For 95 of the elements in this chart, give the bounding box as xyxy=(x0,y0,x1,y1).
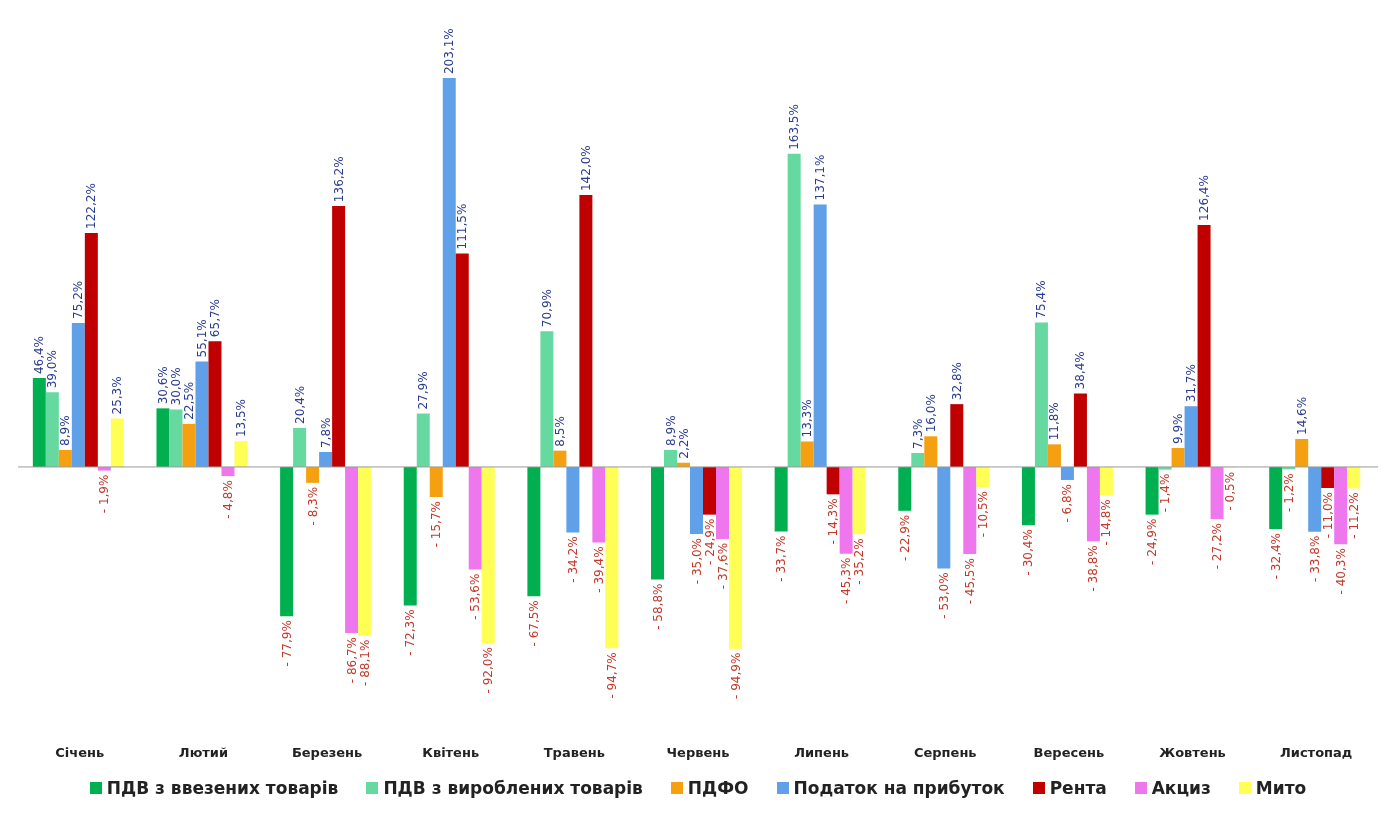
data-label: - 92,0% xyxy=(481,647,496,694)
legend-label: Податок на прибуток xyxy=(793,778,1005,798)
x-tick-label: Вересень xyxy=(1033,745,1105,761)
data-label: 13,5% xyxy=(233,398,248,438)
data-label: 9,9% xyxy=(1171,413,1186,444)
data-label: - 94,9% xyxy=(728,652,743,699)
data-label: 8,9% xyxy=(663,415,678,446)
legend-label: Акциз xyxy=(1151,778,1211,798)
data-label: 163,5% xyxy=(787,104,802,150)
data-label: - 77,9% xyxy=(279,620,294,667)
data-label: - 86,7% xyxy=(344,636,359,684)
data-label: 55,1% xyxy=(194,319,209,358)
data-label: - 0,5% xyxy=(1223,471,1238,511)
data-label: 142,0% xyxy=(578,145,593,192)
data-label: 65,7% xyxy=(207,299,222,338)
data-label: - 40,3% xyxy=(1333,548,1348,595)
data-label: 7,3% xyxy=(910,418,925,449)
data-label: - 24,9% xyxy=(702,518,717,565)
data-label: - 38,8% xyxy=(1086,545,1101,592)
data-label: - 15,7% xyxy=(429,501,444,548)
data-label: 31,7% xyxy=(1184,364,1199,403)
data-label: - 30,4% xyxy=(1021,529,1036,576)
data-label: - 58,8% xyxy=(650,583,665,630)
data-label: - 37,6% xyxy=(715,542,730,590)
data-label: 8,9% xyxy=(58,415,73,446)
x-tick-label: Червень xyxy=(666,745,730,761)
data-label: - 14,3% xyxy=(826,498,841,545)
x-tick-label: Листопад xyxy=(1280,745,1353,761)
data-label: 11,8% xyxy=(1047,402,1062,441)
data-label: 30,6% xyxy=(155,366,170,405)
data-label: - 45,3% xyxy=(839,557,854,604)
data-label: 75,4% xyxy=(1034,280,1049,319)
x-tick-label: Березень xyxy=(291,745,363,761)
data-label: - 33,7% xyxy=(774,535,789,582)
data-label: 203,1% xyxy=(442,28,457,74)
x-tick-label: Травень xyxy=(543,745,605,761)
data-label: 122,2% xyxy=(84,183,99,229)
data-label: 70,9% xyxy=(539,289,554,328)
x-tick-label: Квітень xyxy=(422,745,480,761)
legend-label: Мито xyxy=(1255,778,1307,798)
data-label: 32,8% xyxy=(949,362,964,401)
data-label: 2,2% xyxy=(676,428,691,459)
data-label: - 32,4% xyxy=(1268,533,1283,580)
legend-label: ПДВ з ввезених товарів xyxy=(106,778,339,798)
data-label: - 14,8% xyxy=(1099,499,1114,546)
x-tick-label: Серпень xyxy=(913,745,977,761)
data-label: - 11,2% xyxy=(1346,492,1361,539)
data-label: 46,4% xyxy=(32,335,47,375)
data-label: - 24,9% xyxy=(1145,518,1160,565)
data-label: - 27,2% xyxy=(1210,523,1225,570)
data-label: - 34,2% xyxy=(565,536,580,583)
data-label: - 11,0% xyxy=(1320,492,1335,539)
x-tick-label: Лютий xyxy=(178,745,229,761)
x-tick-label: Жовтень xyxy=(1159,745,1226,761)
data-label: 126,4% xyxy=(1197,175,1212,221)
data-label: 8,5% xyxy=(552,416,567,447)
data-label: 14,6% xyxy=(1294,396,1309,435)
data-label: - 88,1% xyxy=(357,639,372,686)
data-label: - 33,8% xyxy=(1307,535,1322,582)
legend-label: ПДВ з вироблених товарів xyxy=(383,778,643,798)
data-label: - 45,5% xyxy=(962,558,977,605)
data-label: 25,3% xyxy=(110,376,125,415)
data-label: 38,4% xyxy=(1073,351,1088,390)
legend-label: ПДФО xyxy=(687,778,749,798)
data-label: 20,4% xyxy=(292,385,307,424)
data-label: 75,2% xyxy=(71,280,86,319)
data-label: - 72,3% xyxy=(403,609,418,656)
data-label: - 6,8% xyxy=(1060,483,1075,523)
data-label: 16,0% xyxy=(923,394,938,433)
data-label: - 22,9% xyxy=(897,514,912,562)
data-label: 111,5% xyxy=(455,203,470,250)
data-label: 27,9% xyxy=(416,371,431,410)
data-label: - 1,9% xyxy=(97,474,112,514)
data-label: - 1,4% xyxy=(1158,473,1173,513)
data-label: - 4,8% xyxy=(220,480,235,519)
data-label: 39,0% xyxy=(45,350,60,389)
data-label: - 53,6% xyxy=(468,573,483,620)
data-label: - 35,2% xyxy=(852,538,867,585)
data-label: 136,2% xyxy=(331,156,346,203)
data-label: - 39,4% xyxy=(591,546,606,593)
data-label: - 94,7% xyxy=(604,652,619,699)
data-label: 30,0% xyxy=(168,367,183,406)
legend-label: Рента xyxy=(1049,778,1107,798)
data-label: - 8,3% xyxy=(305,486,320,526)
data-label: 137,1% xyxy=(813,154,828,201)
x-tick-label: Січень xyxy=(55,745,105,761)
data-label: - 67,5% xyxy=(526,600,541,647)
data-label: 13,3% xyxy=(800,399,815,438)
data-label: 22,5% xyxy=(181,381,196,420)
data-label: - 53,0% xyxy=(936,572,951,619)
data-label: - 10,5% xyxy=(975,491,990,538)
data-label: 7,8% xyxy=(318,417,333,449)
x-tick-label: Липень xyxy=(794,745,850,761)
data-label: - 1,2% xyxy=(1281,473,1296,512)
data-label: - 35,0% xyxy=(689,537,704,585)
